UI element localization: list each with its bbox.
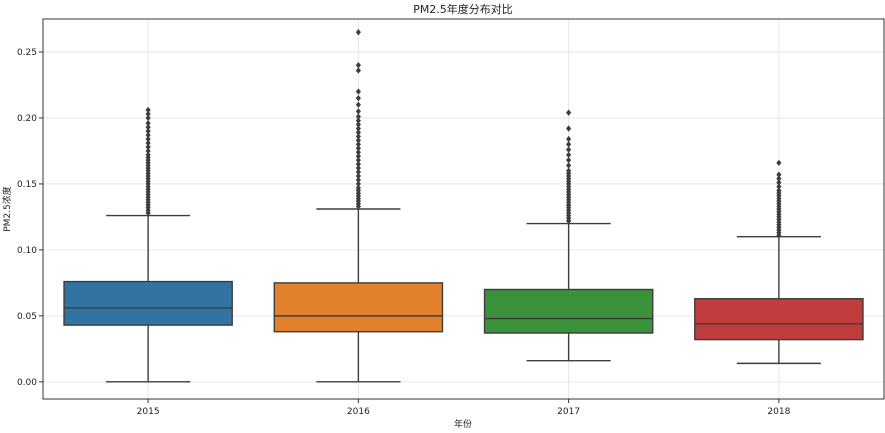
box-2017	[483, 109, 654, 362]
x-axis-label: 年份	[454, 418, 472, 430]
outlier-point	[355, 67, 361, 74]
outlier-point	[355, 61, 361, 69]
y-tick-label: 0.20	[17, 114, 37, 124]
outlier-point	[355, 176, 361, 184]
x-axis-ticks: 2015 2016 2017 2018	[137, 399, 791, 417]
outlier-point	[145, 110, 151, 118]
x-tick-label: 2015	[137, 407, 160, 417]
outlier-point	[355, 149, 361, 156]
box-2018	[694, 159, 864, 365]
outlier-point	[355, 108, 361, 115]
outlier-point	[776, 159, 782, 167]
outlier-point	[145, 135, 151, 143]
outlier-point	[566, 125, 572, 132]
outlier-point	[566, 151, 572, 159]
outlier-point	[355, 101, 361, 108]
outlier-point	[145, 120, 151, 127]
y-tick-label: 0.00	[17, 378, 37, 388]
y-tick-label: 0.10	[17, 246, 37, 256]
outlier-point	[355, 180, 361, 188]
plot-frame	[42, 18, 885, 400]
outlier-point	[355, 129, 361, 136]
outlier-point	[355, 121, 361, 128]
box-iqr	[273, 282, 444, 333]
outlier-point	[145, 106, 151, 114]
x-tick-label: 2018	[767, 407, 790, 417]
box-2016	[273, 28, 444, 383]
outlier-point	[566, 162, 572, 169]
outlier-point	[355, 184, 361, 192]
outlier-point	[566, 167, 572, 174]
outlier-point	[145, 127, 151, 135]
outlier-point	[776, 179, 782, 186]
outlier-point	[776, 187, 782, 194]
outlier-point	[145, 139, 151, 147]
box-2015	[63, 106, 233, 383]
outlier-point	[776, 175, 782, 182]
x-tick-label: 2017	[557, 407, 580, 417]
outlier-point	[355, 168, 361, 176]
box-series	[63, 28, 864, 383]
outlier-point	[355, 160, 361, 168]
y-tick-label: 0.05	[17, 312, 37, 322]
outlier-point	[355, 113, 361, 120]
chart-title: PM2.5年度分布对比	[413, 2, 513, 16]
box-iqr	[694, 298, 864, 341]
outlier-point	[566, 141, 572, 148]
outlier-point	[355, 28, 361, 36]
grid-lines	[43, 19, 884, 399]
outlier-point	[776, 183, 782, 190]
outlier-point	[355, 117, 361, 124]
outlier-point	[355, 153, 361, 160]
y-axis-label: PM2.5浓度	[1, 186, 13, 232]
outlier-point	[145, 147, 151, 155]
outlier-point	[355, 88, 361, 95]
y-axis-ticks: 0.00 0.05 0.10 0.15 0.20 0.25	[17, 48, 43, 388]
outlier-point	[355, 137, 361, 144]
outlier-point	[566, 146, 572, 153]
x-tick-label: 2016	[347, 407, 370, 417]
outlier-point	[145, 143, 151, 151]
outlier-point	[776, 171, 782, 178]
outlier-point	[355, 172, 361, 180]
outlier-point	[566, 156, 572, 164]
box-iqr	[63, 280, 233, 326]
outlier-point	[355, 156, 361, 164]
y-tick-label: 0.25	[17, 48, 37, 58]
outlier-point	[355, 164, 361, 172]
outlier-point	[355, 94, 361, 102]
outlier-point	[145, 114, 151, 122]
outlier-point	[566, 109, 572, 116]
outlier-point	[355, 133, 361, 140]
outlier-point	[355, 125, 361, 132]
outlier-point	[145, 123, 151, 131]
outlier-point	[145, 131, 151, 139]
y-tick-label: 0.15	[17, 180, 37, 190]
box-iqr	[483, 288, 654, 334]
outlier-point	[355, 141, 361, 148]
outlier-point	[355, 145, 361, 152]
outlier-point	[145, 151, 151, 159]
outlier-point	[566, 135, 572, 143]
